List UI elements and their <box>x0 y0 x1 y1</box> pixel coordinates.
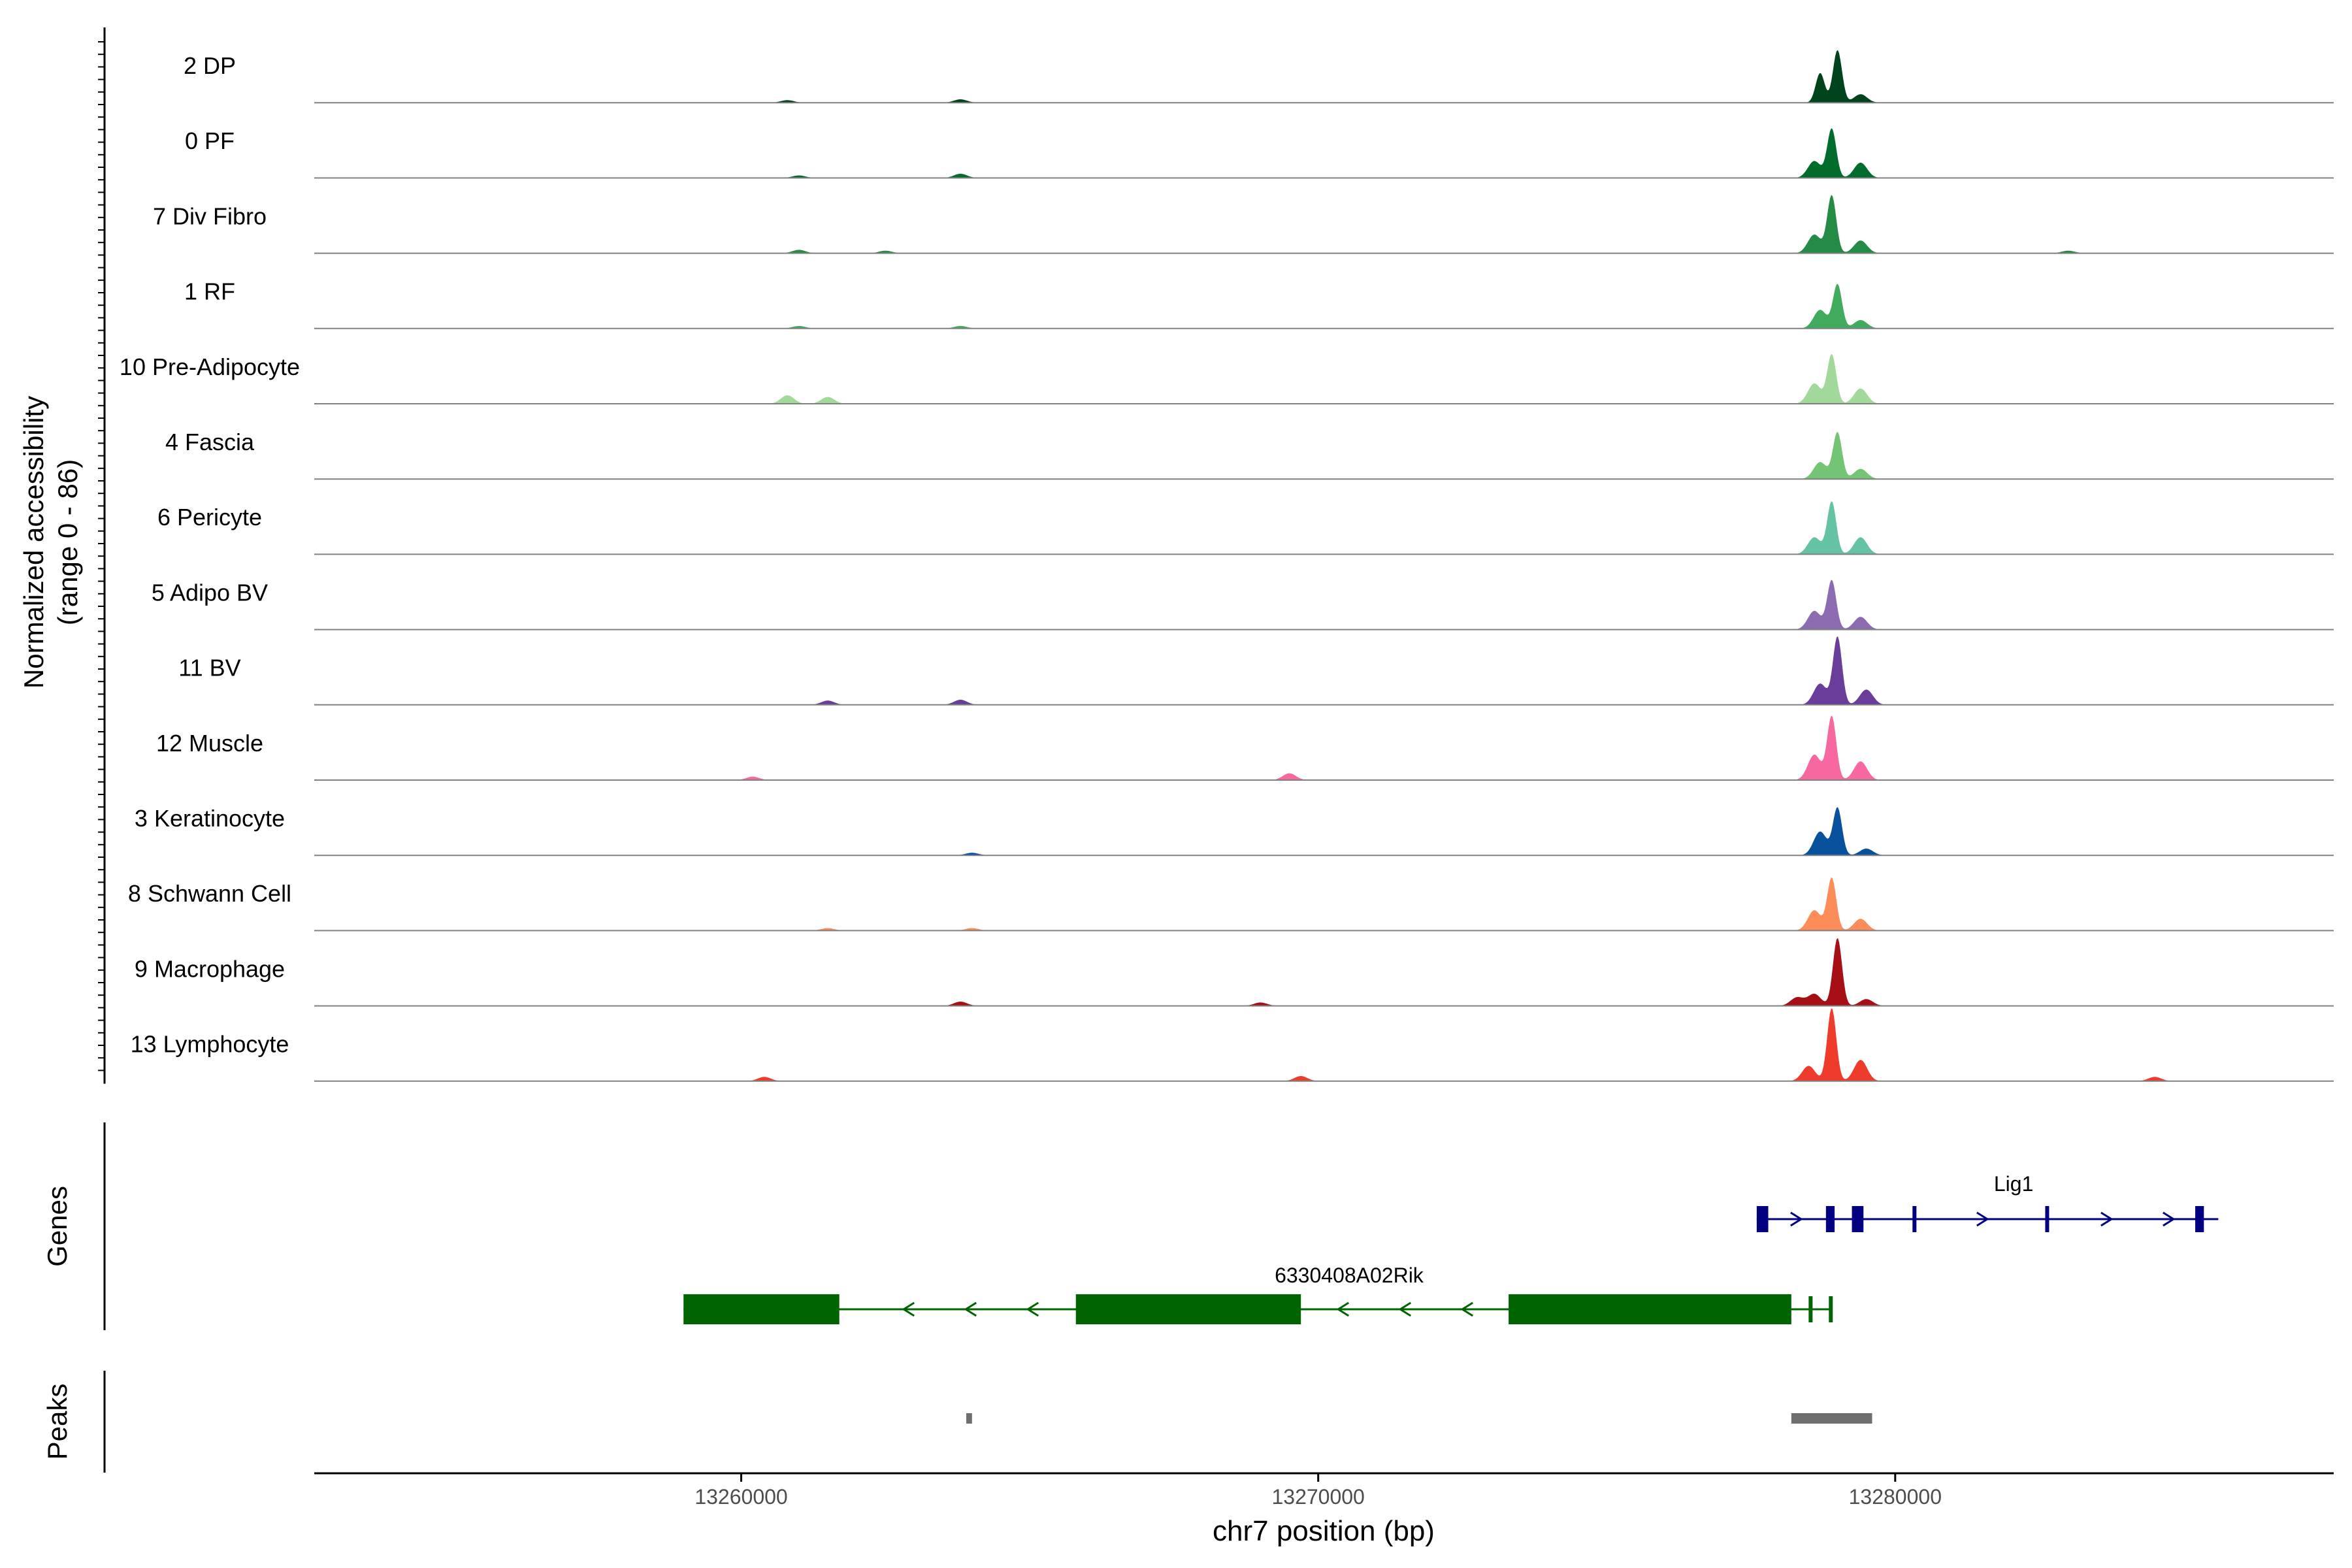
track-row: 5 Adipo BV <box>152 579 2334 630</box>
peaks-track-label: Peaks <box>42 1384 73 1460</box>
strand-chevron <box>1976 1211 1989 1227</box>
gene-exon <box>1075 1294 1301 1324</box>
strand-chevron <box>1460 1301 1474 1317</box>
gene-exon <box>1829 1296 1833 1322</box>
gene-exon <box>1509 1294 1791 1324</box>
x-axis: chr7 position (bp) 13260000 13270000 13280… <box>314 1472 2334 1547</box>
gene-exon <box>1808 1296 1813 1322</box>
strand-chevron <box>1026 1301 1039 1317</box>
track-row: 6 Pericyte <box>157 501 2334 555</box>
peaks-track: Peaks <box>42 1371 1872 1473</box>
x-tick-label: 13280000 <box>1849 1485 1942 1509</box>
gene-label: 6330408A02Rik <box>1275 1264 1424 1287</box>
strand-chevron <box>1398 1301 1412 1317</box>
y-axis-title: Normalized accessibility <box>18 396 49 689</box>
track-row: 7 Div Fibro <box>153 195 2334 254</box>
strand-chevron <box>2163 1211 2176 1227</box>
coverage-area <box>314 715 2334 780</box>
gene-model: Lig1 <box>1756 1172 2219 1232</box>
track-label: 8 Schwann Cell <box>128 880 291 907</box>
coverage-area <box>314 128 2334 178</box>
track-label: 5 Adipo BV <box>152 579 268 606</box>
strand-chevron <box>902 1301 915 1317</box>
track-row: 4 Fascia <box>165 429 2334 480</box>
track-label: 3 Keratinocyte <box>135 805 285 832</box>
gene-exon <box>2195 1206 2204 1232</box>
coverage-area <box>314 432 2334 480</box>
gene-model: 6330408A02Rik <box>683 1264 1833 1324</box>
coverage-area <box>314 580 2334 630</box>
genes-track: Genes Lig1 6330408A02Rik <box>42 1122 2219 1330</box>
coverage-area <box>314 938 2334 1006</box>
coverage-area <box>314 807 2334 856</box>
genes-track-label: Genes <box>42 1186 73 1267</box>
y-axis-label: Normalized accessibility (range 0 - 86) <box>18 396 83 689</box>
track-row: 3 Keratinocyte <box>135 805 2334 857</box>
track-label: 2 DP <box>184 52 236 79</box>
coverage-area <box>314 636 2334 705</box>
track-label: 0 PF <box>185 127 235 154</box>
coverage-area <box>314 353 2334 404</box>
gene-exon <box>683 1294 840 1324</box>
coverage-area <box>314 284 2334 329</box>
gene-exon <box>1825 1206 1835 1232</box>
track-label: 1 RF <box>184 278 235 305</box>
strand-chevron <box>964 1301 977 1317</box>
track-label: 4 Fascia <box>165 429 255 455</box>
x-tick-label: 13270000 <box>1271 1485 1364 1509</box>
track-label: 13 Lymphocyte <box>131 1031 289 1058</box>
track-label: 10 Pre-Adipocyte <box>120 353 300 380</box>
track-row: 13 Lymphocyte <box>131 1008 2334 1082</box>
track-row: 9 Macrophage <box>135 938 2334 1007</box>
track-row: 10 Pre-Adipocyte <box>120 353 2334 404</box>
gene-exon <box>1912 1206 1917 1232</box>
peak-region <box>966 1413 972 1424</box>
coverage-area <box>314 877 2334 931</box>
coverage-tracks: 2 DP 0 PF 7 Div Fibro 1 RF 10 Pre-Adipocyte 4… <box>120 50 2334 1082</box>
strand-chevron <box>1336 1301 1350 1317</box>
y-axis-range: (range 0 - 86) <box>52 459 83 625</box>
peak-region <box>1791 1413 1872 1424</box>
track-row: 0 PF <box>185 127 2334 179</box>
track-row: 8 Schwann Cell <box>128 877 2334 932</box>
track-label: 11 BV <box>178 655 240 681</box>
coverage-area <box>314 50 2334 103</box>
gene-exon <box>1852 1206 1864 1232</box>
track-row: 11 BV <box>178 636 2334 706</box>
coverage-area <box>314 1008 2334 1081</box>
strand-chevron <box>1790 1211 1803 1227</box>
coverage-area <box>314 195 2334 253</box>
strand-chevron <box>2100 1211 2114 1227</box>
track-label: 7 Div Fibro <box>153 203 267 229</box>
x-tick-label: 13260000 <box>694 1485 787 1509</box>
x-axis-title: chr7 position (bp) <box>1213 1515 1435 1547</box>
track-label: 6 Pericyte <box>157 504 262 531</box>
coverage-area <box>314 501 2334 555</box>
track-row: 1 RF <box>184 278 2334 329</box>
track-label: 12 Muscle <box>156 730 263 757</box>
gene-label: Lig1 <box>1994 1172 2034 1196</box>
gene-exon <box>2045 1206 2050 1232</box>
track-row: 2 DP <box>184 50 2334 104</box>
gene-exon <box>1756 1206 1769 1232</box>
y-axis <box>98 27 106 1084</box>
track-row: 12 Muscle <box>156 715 2334 781</box>
track-label: 9 Macrophage <box>135 955 285 982</box>
